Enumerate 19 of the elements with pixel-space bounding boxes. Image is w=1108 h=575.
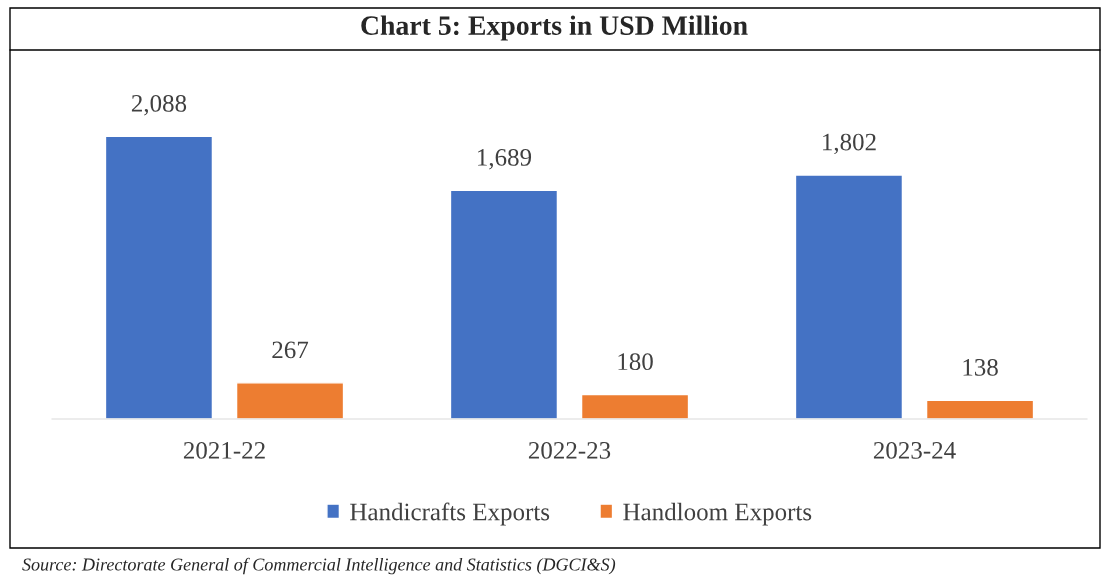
bar — [104, 135, 214, 419]
data-label: 180 — [618, 353, 653, 371]
x-tick-label: 2023-24 — [873, 441, 956, 459]
legend-label: Handicrafts Exports — [350, 502, 550, 526]
data-label: 267 — [272, 341, 309, 359]
chart-title: Chart 5: Exports in USD Million — [361, 15, 748, 41]
data-label: 2,088 — [131, 94, 187, 116]
bar — [235, 382, 345, 419]
legend-label: Handloom Exports — [623, 502, 812, 526]
bar — [794, 174, 904, 419]
bar — [925, 399, 1035, 419]
x-tick-label: 2022-23 — [528, 441, 611, 459]
x-tick-label: 2021-22 — [183, 441, 265, 459]
data-label: 138 — [963, 358, 998, 376]
source-note: Source: Directorate General of Commercial Intelligence and Statistics (DGCI&S) — [22, 557, 616, 575]
data-label: 1,802 — [823, 133, 876, 155]
bar — [449, 189, 559, 419]
data-label: 1,689 — [478, 148, 532, 170]
bar — [580, 393, 690, 419]
